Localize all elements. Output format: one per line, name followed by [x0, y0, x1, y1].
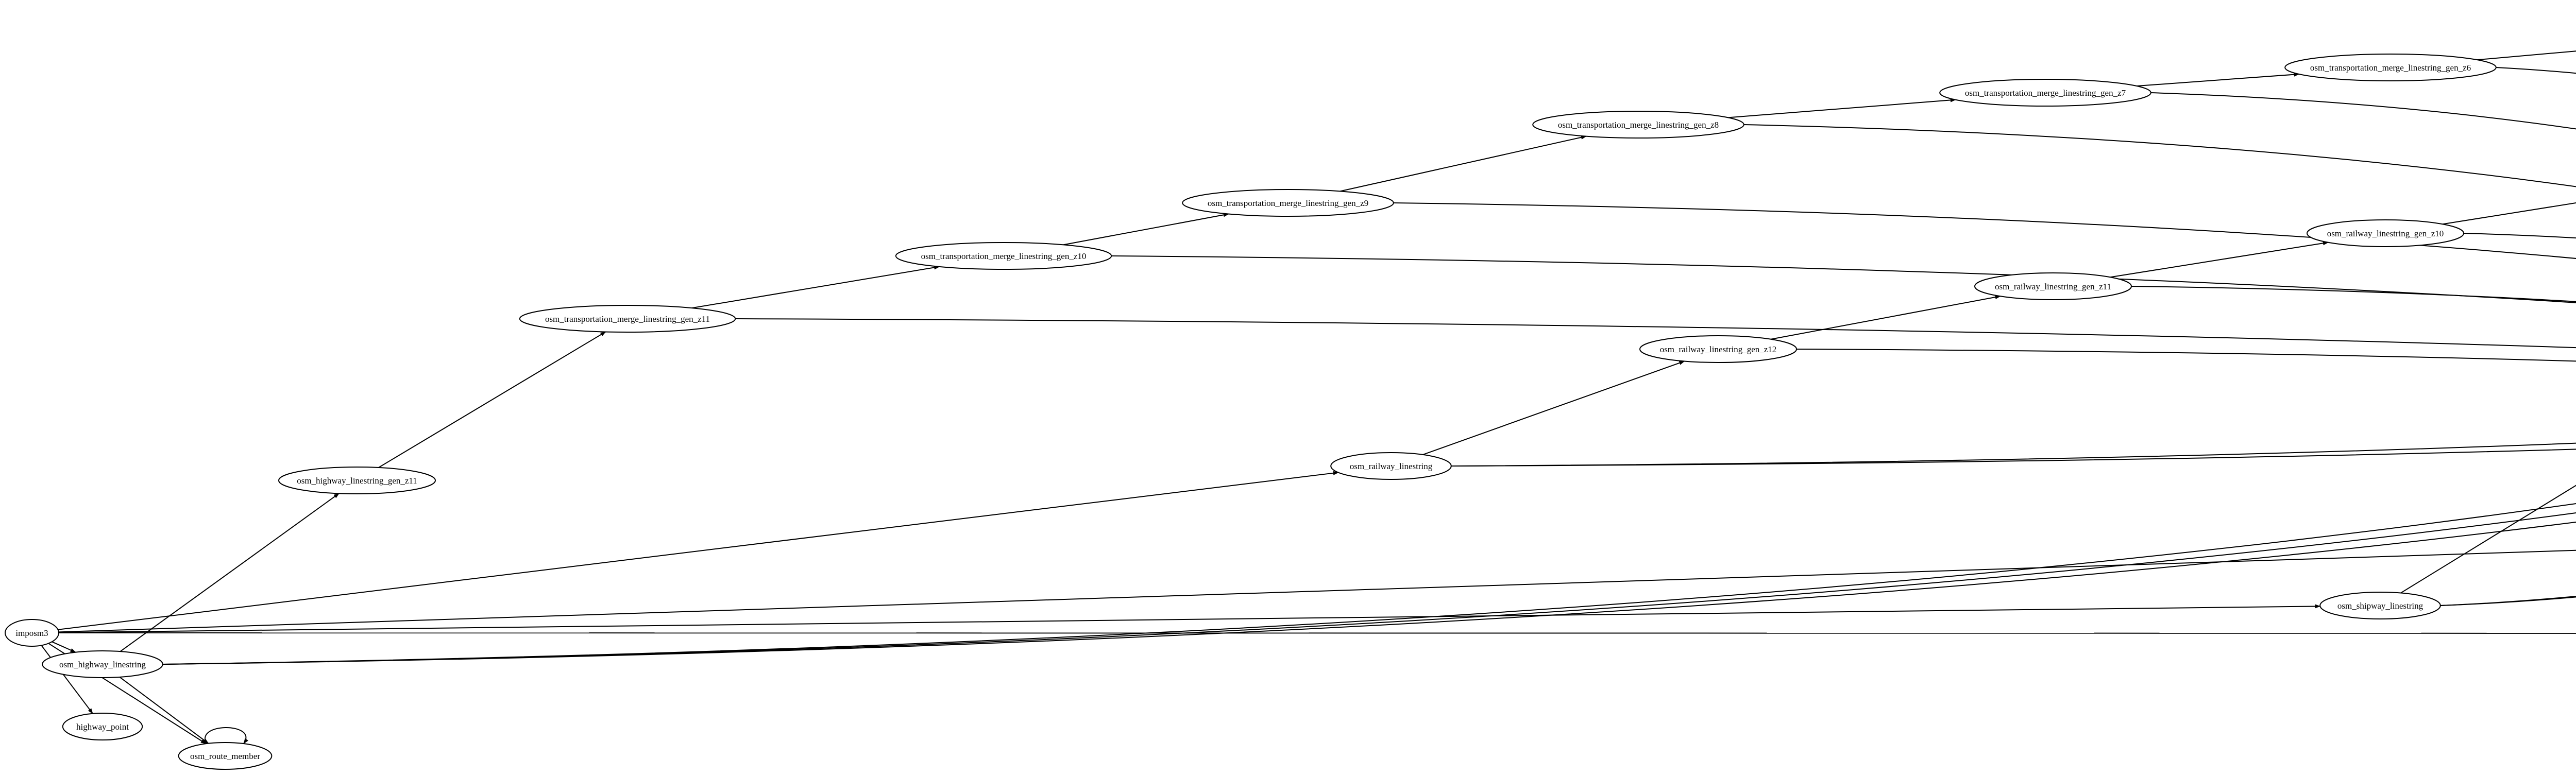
- node-shape-route_member: [178, 742, 273, 770]
- edge-tm_z10-to-tm_z9: [1063, 213, 1229, 246]
- node-shape-tm_z7: [1939, 79, 2151, 107]
- edges-layer: [41, 50, 2576, 746]
- node-shape-highway_linestring: [42, 650, 163, 678]
- edge-imposm3-to-highway_point: [41, 645, 93, 714]
- nodes-layer: imposm3 osm_highway_linestring highway_poi…: [5, 54, 2497, 770]
- node-rw_z11: osm_railway_linestring_gen_z11: [1974, 272, 2132, 300]
- node-highway_point: highway_point: [62, 713, 143, 740]
- edge-highway_linestring-to-layer-z13: [162, 512, 2576, 665]
- node-imposm3: imposm3: [5, 619, 59, 647]
- node-label-tm_z8: osm_transportation_merge_linestring_gen_…: [1558, 120, 1719, 130]
- node-label-rw_z11: osm_railway_linestring_gen_z11: [1995, 282, 2111, 291]
- node-label-highway_linestring: osm_highway_linestring: [59, 660, 146, 669]
- node-label-tm_z6: osm_transportation_merge_linestring_gen_…: [2310, 63, 2471, 73]
- node-tm_z9: osm_transportation_merge_linestring_gen_…: [1182, 189, 1394, 217]
- edge-imposm3-to-railway_linestring: [58, 471, 1339, 630]
- edge-rw_z10-to-rw_z9: [2442, 202, 2576, 225]
- edge-rw_z12-to-layer-z12: [1796, 349, 2576, 362]
- node-shape-imposm3: [5, 619, 59, 647]
- node-label-highway_point: highway_point: [76, 722, 129, 732]
- edge-highway_linestring-to-layer-z12: [162, 503, 2576, 665]
- edge-route_member-to-route_member: [205, 727, 249, 746]
- edge-rw_z11-to-rw_z10: [2110, 241, 2329, 278]
- edge-highway_linestring-to-layer-z14+: [162, 522, 2576, 665]
- edge-tm_z11-to-layer-z11: [735, 318, 2576, 349]
- edge-tm_z8-to-tm_z7: [1728, 98, 1956, 118]
- edge-shipway_linestring-to-layer-z13: [2440, 595, 2576, 606]
- node-shape-railway_linestring: [1330, 452, 1452, 480]
- edge-highway_linestring_gen_z11-to-tm_z11: [378, 331, 606, 468]
- node-shape-highway_point: [62, 713, 143, 740]
- edge-tm_z11-to-tm_z10: [691, 265, 940, 309]
- node-label-tm_z10: osm_transportation_merge_linestring_gen_…: [921, 251, 1087, 261]
- edge-tm_z9-to-layer-z9: [1393, 202, 2576, 259]
- node-shape-rw_z11: [1974, 272, 2132, 300]
- node-label-tm_z7: osm_transportation_merge_linestring_gen_…: [1965, 88, 2126, 98]
- edge-railway_linestring-to-layer-z14+: [1451, 449, 2576, 467]
- node-shape-tm_z6: [2284, 54, 2497, 81]
- node-label-highway_linestring_gen_z11: osm_highway_linestring_gen_z11: [297, 476, 417, 486]
- node-label-imposm3: imposm3: [15, 628, 48, 638]
- edge-highway_linestring-to-highway_linestring_gen_z11: [120, 493, 340, 652]
- edge-imposm3-to-aerialway_linestring: [58, 549, 2576, 633]
- edge-railway_linestring-to-layer-z13: [1451, 442, 2576, 467]
- node-label-tm_z9: osm_transportation_merge_linestring_gen_…: [1208, 198, 1368, 208]
- node-shape-tm_z8: [1532, 111, 1744, 139]
- edge-imposm3-to-highway_linestring: [52, 641, 76, 653]
- node-tm_z6: osm_transportation_merge_linestring_gen_…: [2284, 54, 2497, 81]
- edge-tm_z6-to-tm_z5: [2477, 50, 2576, 61]
- node-highway_linestring_gen_z11: osm_highway_linestring_gen_z11: [278, 467, 436, 494]
- node-label-railway_linestring: osm_railway_linestring: [1350, 461, 1433, 471]
- node-shipway_linestring: osm_shipway_linestring: [2319, 592, 2441, 619]
- node-shape-rw_z10: [2307, 219, 2464, 247]
- edge-tm_z10-to-layer-z10: [1111, 255, 2576, 303]
- node-shape-tm_z10: [895, 242, 1112, 270]
- node-rw_z12: osm_railway_linestring_gen_z12: [1639, 335, 1797, 363]
- node-label-tm_z11: osm_transportation_merge_linestring_gen_…: [545, 314, 710, 324]
- edge-railway_linestring-to-rw_z12: [1422, 360, 1685, 455]
- node-tm_z8: osm_transportation_merge_linestring_gen_…: [1532, 111, 1744, 139]
- node-label-route_member: osm_route_member: [190, 751, 260, 761]
- node-tm_z7: osm_transportation_merge_linestring_gen_…: [1939, 79, 2151, 107]
- node-label-shipway_linestring: osm_shipway_linestring: [2337, 601, 2424, 611]
- node-shape-tm_z9: [1182, 189, 1394, 217]
- edge-imposm3-to-shipway_linestring: [58, 604, 2321, 633]
- node-highway_linestring: osm_highway_linestring: [42, 650, 163, 678]
- edge-tm_z7-to-tm_z6: [2137, 72, 2300, 87]
- node-tm_z10: osm_transportation_merge_linestring_gen_…: [895, 242, 1112, 270]
- edge-highway_linestring-to-route_member: [119, 677, 209, 744]
- edge-tm_z6-to-layer-z6: [2496, 67, 2576, 74]
- edge-tm_z9-to-tm_z8: [1340, 135, 1587, 192]
- node-label-rw_z12: osm_railway_linestring_gen_z12: [1660, 344, 1777, 354]
- node-route_member: osm_route_member: [178, 742, 273, 770]
- edge-tm_z8-to-layer-z8: [1743, 124, 2576, 187]
- node-rw_z10: osm_railway_linestring_gen_z10: [2307, 219, 2464, 247]
- edge-shipway_linestring-to-sw_z12: [2400, 485, 2576, 594]
- node-shape-rw_z12: [1639, 335, 1797, 363]
- node-shape-highway_linestring_gen_z11: [278, 467, 436, 494]
- node-label-rw_z10: osm_railway_linestring_gen_z10: [2327, 229, 2444, 238]
- edge-rw_z11-to-layer-z11: [2131, 286, 2576, 302]
- node-tm_z11: osm_transportation_merge_linestring_gen_…: [519, 305, 736, 333]
- node-shape-shipway_linestring: [2319, 592, 2441, 619]
- edge-rw_z12-to-rw_z11: [1771, 295, 2001, 340]
- node-shape-tm_z11: [519, 305, 736, 333]
- node-railway_linestring: osm_railway_linestring: [1330, 452, 1452, 480]
- edge-tm_z7-to-layer-z7: [2150, 92, 2576, 130]
